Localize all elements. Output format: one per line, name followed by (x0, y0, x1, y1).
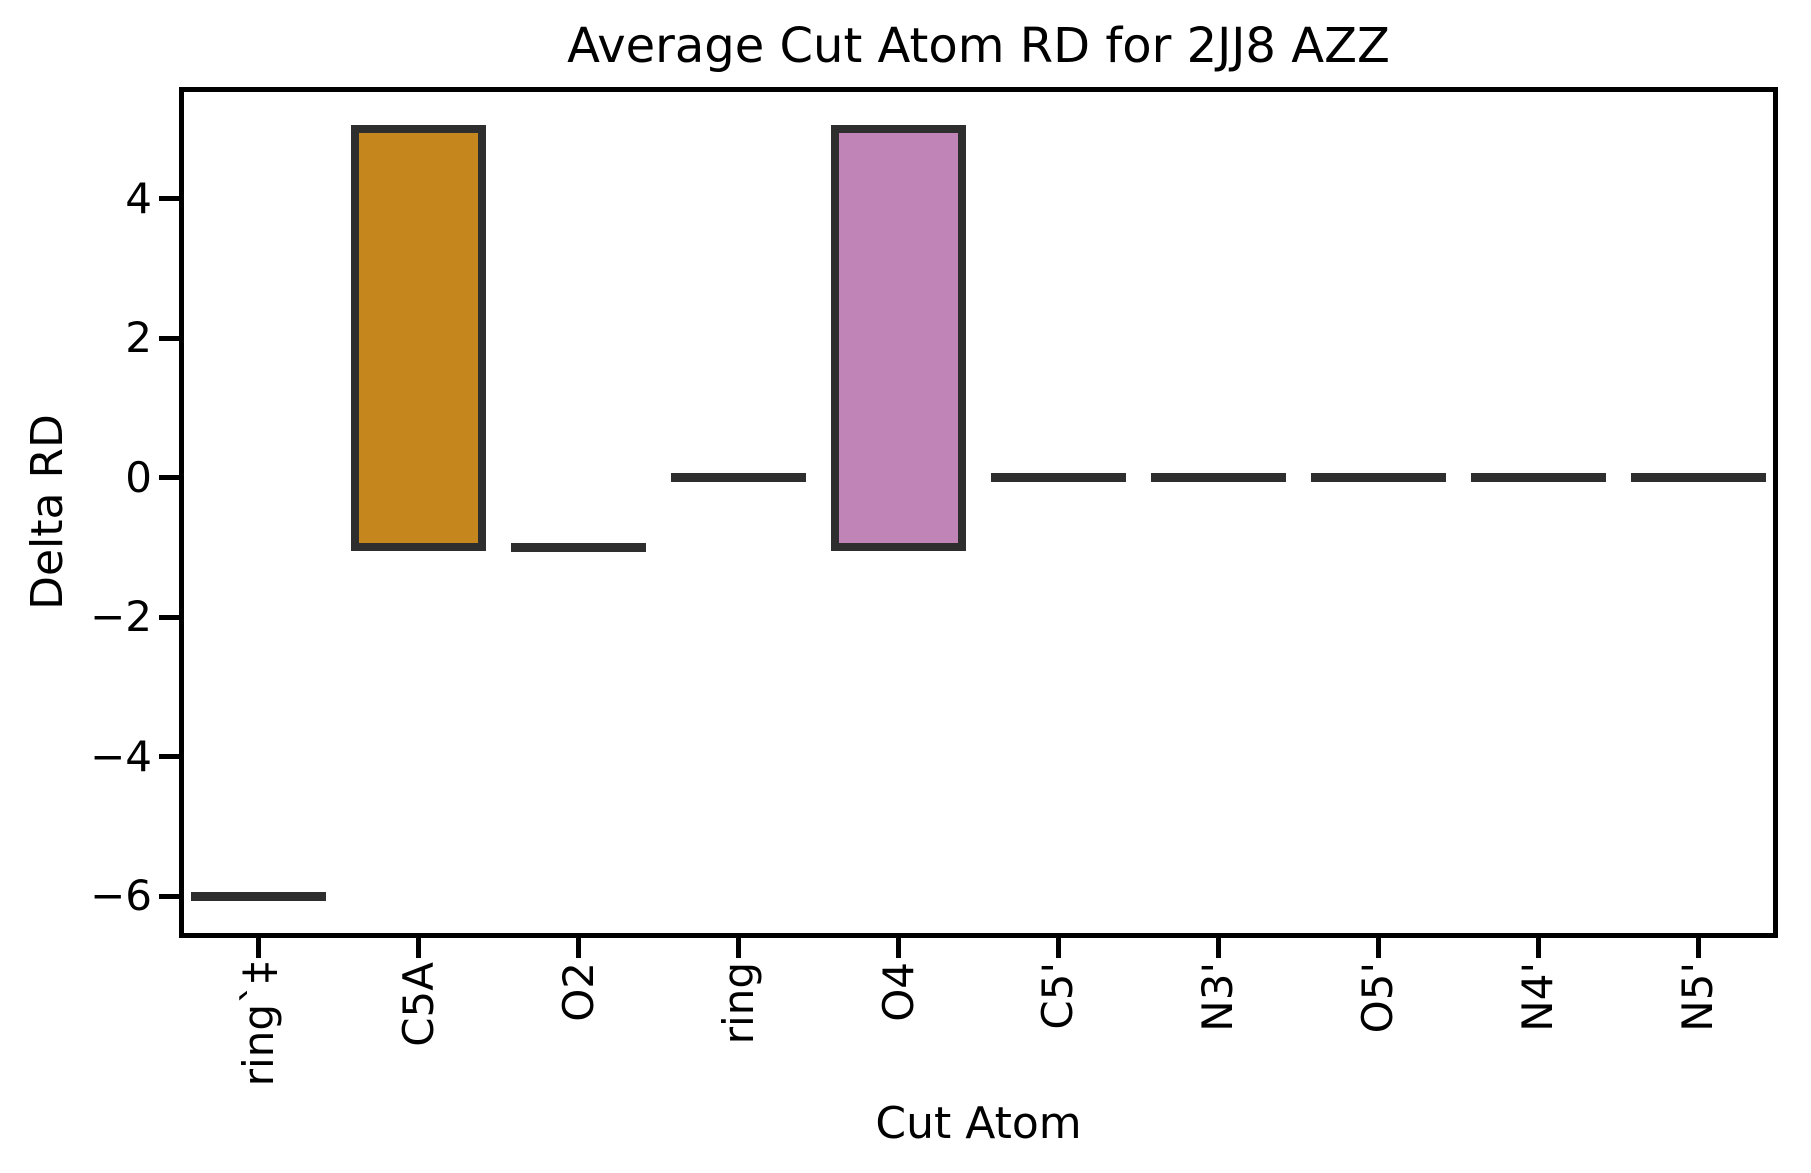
bar-N5' (1630, 473, 1766, 483)
bar-N3' (1150, 473, 1286, 483)
y-tick (159, 196, 179, 202)
bar-ring`‡ (191, 891, 327, 901)
y-axis-title: Delta RD (22, 414, 73, 610)
bar-C5' (990, 473, 1126, 483)
x-tick (1215, 938, 1221, 958)
x-tick (1695, 938, 1701, 958)
bar-ring (671, 473, 807, 483)
x-axis-title: Cut Atom (875, 1098, 1082, 1149)
bar-O4 (831, 124, 967, 552)
bar-C5A (351, 124, 487, 552)
y-tick-label: −2 (90, 592, 152, 642)
x-tick (1055, 938, 1061, 958)
y-tick (159, 335, 179, 341)
y-tick (159, 893, 179, 899)
chart-title: Average Cut Atom RD for 2JJ8 AZZ (567, 18, 1390, 74)
bar-N4' (1470, 473, 1606, 483)
y-tick (159, 475, 179, 481)
y-tick-label: −6 (90, 871, 152, 921)
x-tick (1535, 938, 1541, 958)
y-tick-label: 0 (125, 452, 152, 502)
x-tick (896, 938, 902, 958)
y-tick (159, 754, 179, 760)
y-tick-label: −4 (90, 731, 152, 781)
x-tick (256, 938, 262, 958)
y-tick (159, 614, 179, 620)
x-tick (416, 938, 422, 958)
y-tick-label: 2 (125, 313, 152, 363)
x-tick (1375, 938, 1381, 958)
y-tick-label: 4 (125, 173, 152, 223)
x-tick (576, 938, 582, 958)
x-tick (736, 938, 742, 958)
bar-O5' (1310, 473, 1446, 483)
bar-O2 (511, 542, 647, 552)
